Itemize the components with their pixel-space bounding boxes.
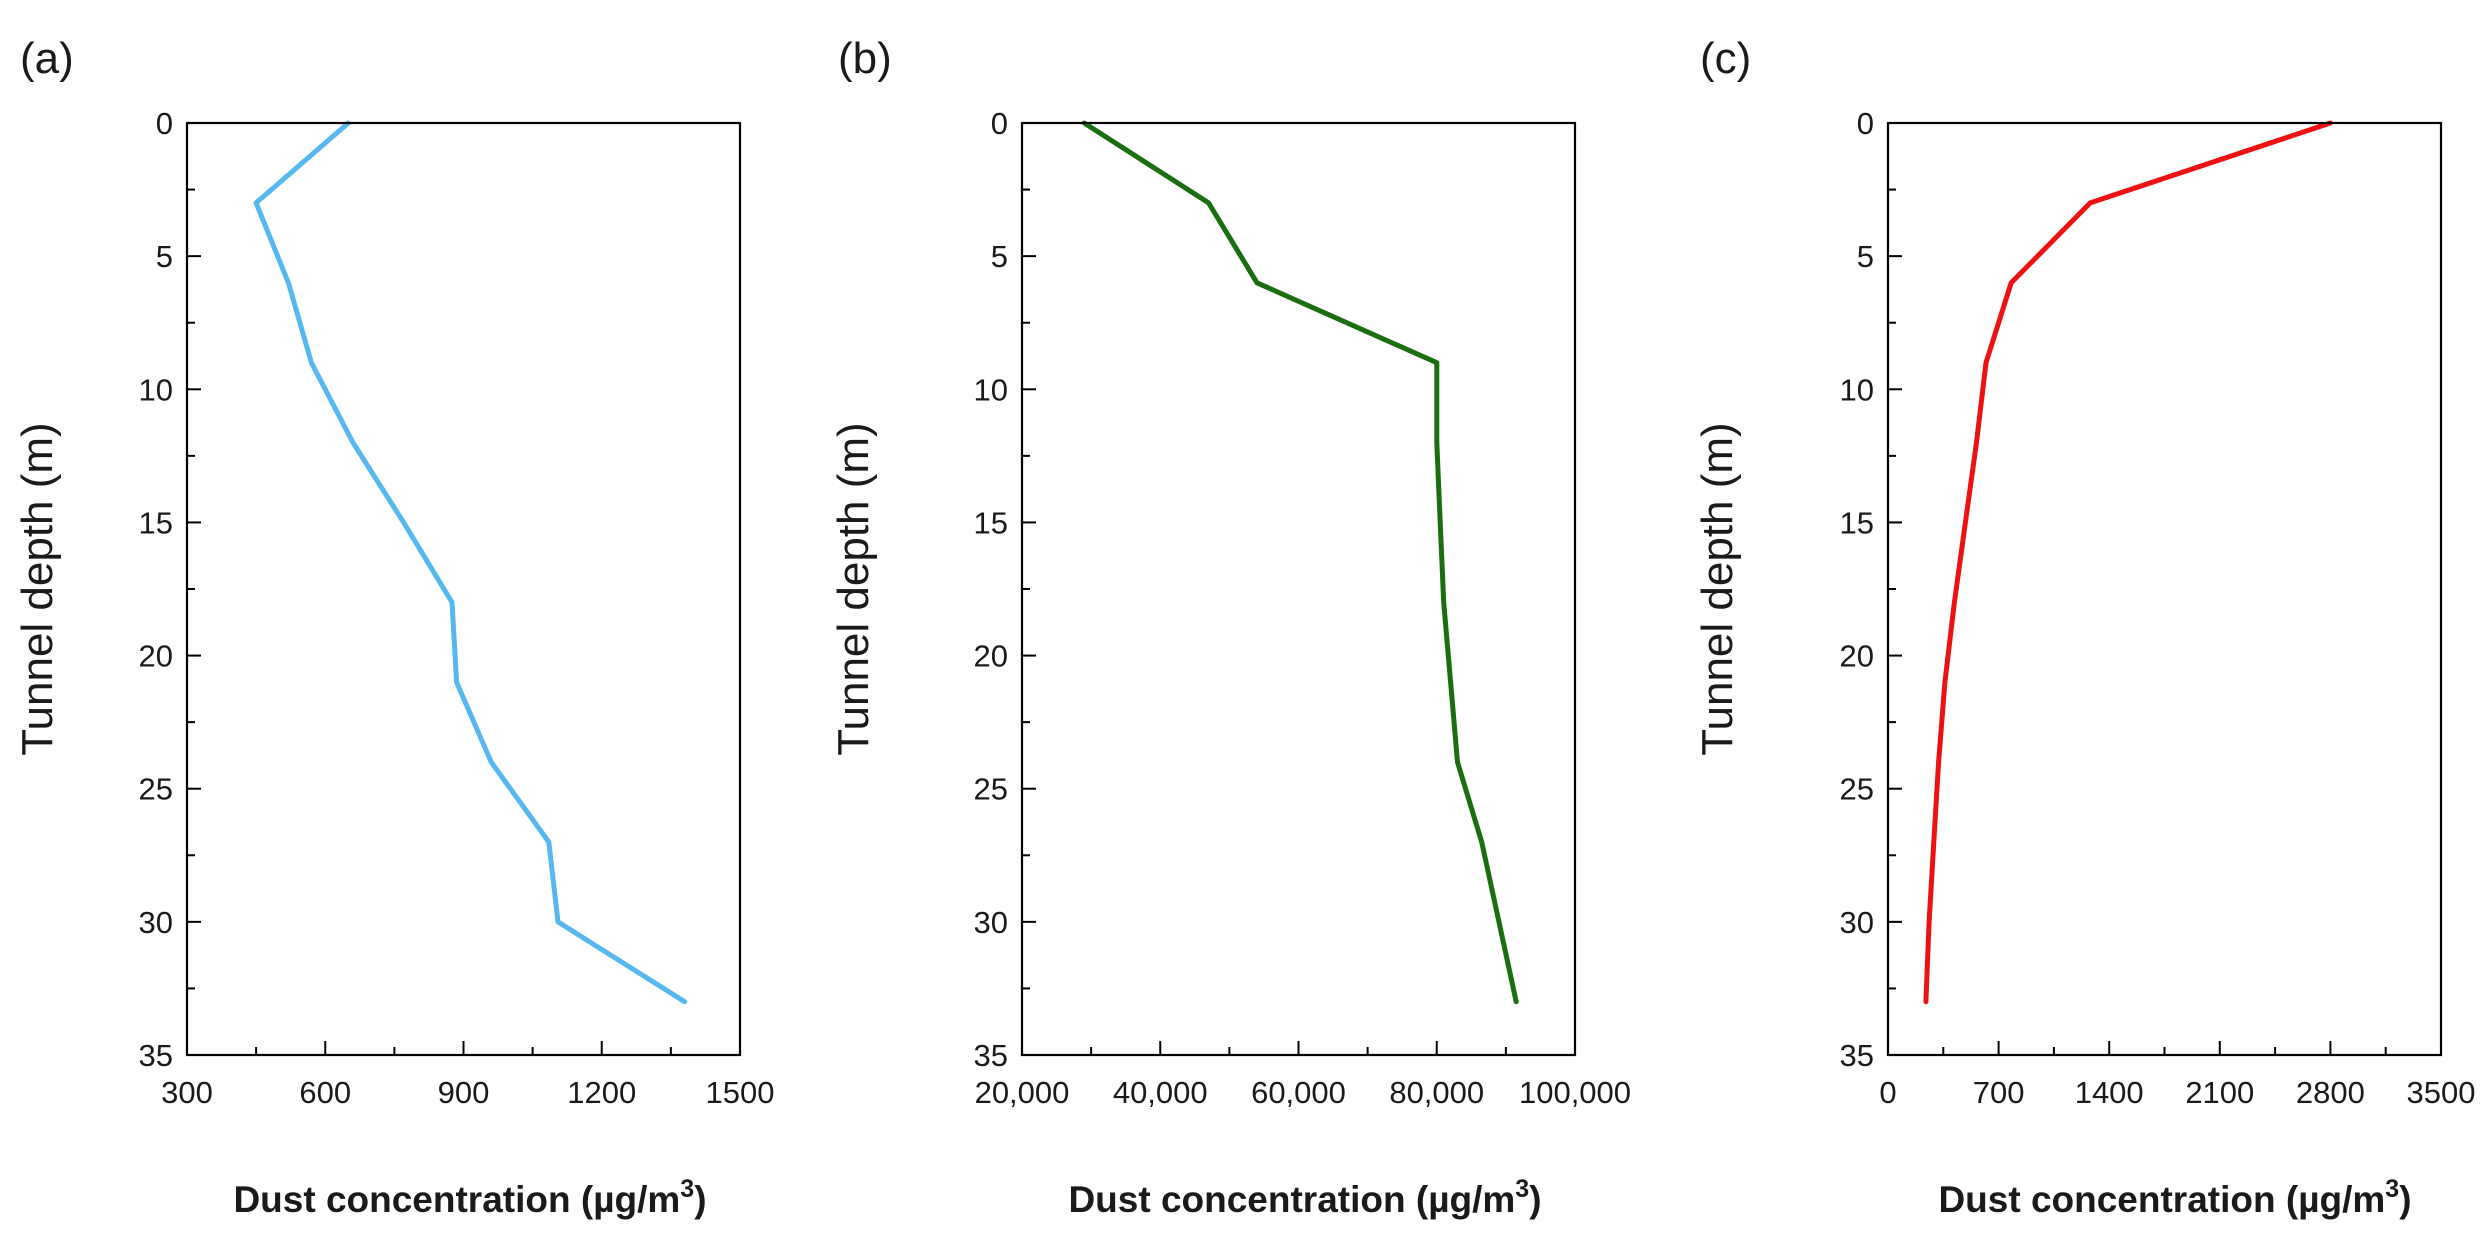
y-tick-label: 35 (1840, 1038, 1874, 1073)
x-tick-label: 100,000 (1519, 1075, 1631, 1110)
panel-b: (b) Tunnel depth (m) Dust concentration (µ… (829, 34, 1631, 1220)
x-tick-label: 900 (438, 1075, 490, 1110)
y-tick-label: 25 (974, 772, 1008, 807)
x-tick-label: 700 (1973, 1075, 2025, 1110)
y-tick-label: 35 (974, 1038, 1008, 1073)
panel-label: (a) (20, 34, 74, 83)
x-tick-label: 600 (299, 1075, 351, 1110)
x-axis-title: Dust concentration (µg/m3) (1068, 1175, 1541, 1220)
plot-frame (1886, 121, 2443, 1057)
x-tick-label: 40,000 (1113, 1075, 1208, 1110)
y-tick-label: 10 (1840, 372, 1874, 407)
y-tick-label: 5 (156, 239, 173, 274)
y-axis-title: Tunnel depth (m) (829, 422, 878, 755)
panel-label: (c) (1700, 34, 1751, 83)
y-tick-label: 0 (156, 106, 173, 141)
panel-c: (c) Tunnel depth (m) Dust concentration (µ… (1693, 34, 2475, 1220)
y-tick-label: 25 (1840, 772, 1874, 807)
x-tick-label: 20,000 (975, 1075, 1070, 1110)
x-tick-label: 1500 (706, 1075, 775, 1110)
plot-frame (185, 121, 742, 1057)
y-tick-label: 0 (991, 106, 1008, 141)
data-series-line (1923, 120, 2333, 1005)
y-tick-label: 5 (991, 239, 1008, 274)
y-tick-label: 30 (974, 905, 1008, 940)
x-tick-label: 1400 (2075, 1075, 2144, 1110)
x-tick-label: 3500 (2407, 1075, 2476, 1110)
x-tick-label: 2100 (2185, 1075, 2254, 1110)
y-tick-label: 15 (974, 505, 1008, 540)
plot-frame (1020, 121, 1577, 1057)
x-tick-label: 80,000 (1389, 1075, 1484, 1110)
y-tick-label: 20 (1840, 639, 1874, 674)
x-tick-label: 1200 (567, 1075, 636, 1110)
y-axis-title: Tunnel depth (m) (13, 422, 62, 755)
data-series-line (1081, 120, 1519, 1005)
y-tick-label: 15 (139, 505, 173, 540)
y-tick-label: 20 (974, 639, 1008, 674)
y-tick-label: 5 (1857, 239, 1874, 274)
y-tick-label: 35 (139, 1038, 173, 1073)
x-axis-title: Dust concentration (µg/m3) (1938, 1175, 2411, 1220)
y-tick-label: 30 (1840, 905, 1874, 940)
y-tick-label: 25 (139, 772, 173, 807)
y-tick-label: 15 (1840, 505, 1874, 540)
y-tick-label: 20 (139, 639, 173, 674)
x-tick-label: 300 (161, 1075, 213, 1110)
y-tick-label: 10 (139, 372, 173, 407)
x-tick-label: 2800 (2296, 1075, 2365, 1110)
y-tick-label: 10 (974, 372, 1008, 407)
y-axis-title: Tunnel depth (m) (1693, 422, 1742, 755)
y-tick-label: 0 (1857, 106, 1874, 141)
panel-label: (b) (838, 34, 892, 83)
x-tick-label: 60,000 (1251, 1075, 1346, 1110)
panel-a: (a) Tunnel depth (m) Dust concentration (µ… (13, 34, 774, 1220)
data-series-line (253, 120, 688, 1005)
y-tick-label: 30 (139, 905, 173, 940)
x-axis-title: Dust concentration (µg/m3) (233, 1175, 706, 1220)
x-tick-label: 0 (1879, 1075, 1896, 1110)
